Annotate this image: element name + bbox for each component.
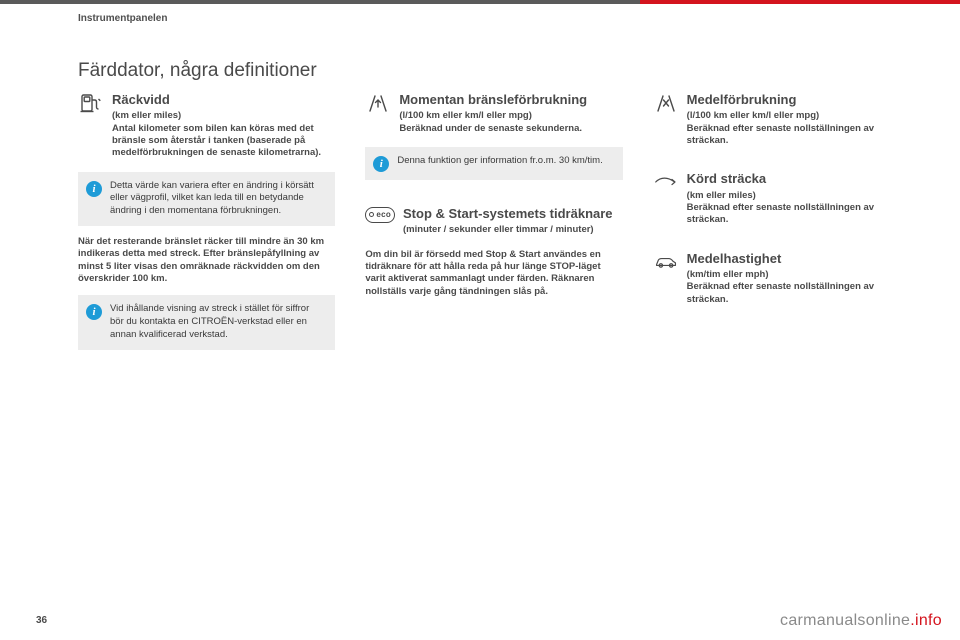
road-arrow-icon: [365, 92, 391, 135]
stopstart-desc: Om din bil är försedd med Stop & Start a…: [365, 249, 622, 298]
road-cross-icon: [653, 92, 679, 147]
instant-unit: (l/100 km eller km/l eller mpg): [399, 110, 622, 122]
eco-icon: eco: [365, 206, 395, 237]
info-text-2: Vid ihållande visning av streck i ställe…: [110, 303, 325, 341]
avgcons-desc: Beräknad efter senaste nollställningen a…: [687, 123, 910, 148]
stopstart-unit: (minuter / sekunder eller timmar / minut…: [403, 224, 623, 236]
entry-avg-consumption: Medelförbrukning (l/100 km eller km/l el…: [653, 92, 910, 147]
page-content: Färddator, några definitioner Räckvidd (…: [78, 60, 910, 600]
entry-distance: Körd sträcka (km eller miles) Beräknad e…: [653, 171, 910, 226]
avgspeed-unit: (km/tim eller mph): [687, 269, 910, 281]
column-1: Räckvidd (km eller miles) Antal kilomete…: [78, 92, 335, 360]
top-bar-accent: [640, 0, 960, 4]
avgspeed-desc: Beräknad efter senaste nollställningen a…: [687, 281, 910, 306]
fuel-pump-icon: [78, 92, 104, 160]
column-3: Medelförbrukning (l/100 km eller km/l el…: [653, 92, 910, 360]
range-note: När det resterande bränslet räcker till …: [78, 236, 335, 285]
chapter-label: Instrumentpanelen: [78, 13, 167, 24]
info-text-3: Denna funktion ger information fr.o.m. 3…: [397, 155, 602, 172]
distance-heading: Körd sträcka: [687, 171, 910, 187]
page-number: 36: [36, 615, 47, 626]
entry-instant-consumption: Momentan bränsleförbrukning (l/100 km el…: [365, 92, 622, 135]
info-box-2: i Vid ihållande visning av streck i stäl…: [78, 295, 335, 349]
info-box-1: i Detta värde kan variera efter en ändri…: [78, 172, 335, 226]
instant-heading: Momentan bränsleförbrukning: [399, 92, 622, 108]
range-unit: (km eller miles): [112, 110, 335, 122]
range-desc: Antal kilometer som bilen kan köras med …: [112, 123, 335, 160]
distance-unit: (km eller miles): [687, 190, 910, 202]
avgcons-unit: (l/100 km eller km/l eller mpg): [687, 110, 910, 122]
entry-stop-start: eco Stop & Start-systemets tidräknare (m…: [365, 206, 622, 237]
entry-avg-speed: Medelhastighet (km/tim eller mph) Beräkn…: [653, 251, 910, 306]
distance-desc: Beräknad efter senaste nollställningen a…: [687, 202, 910, 227]
avgcons-heading: Medelförbrukning: [687, 92, 910, 108]
site-right: .info: [910, 612, 942, 629]
site-left: carmanualsonline: [780, 612, 910, 629]
top-bar-gray: [0, 0, 640, 4]
range-heading: Räckvidd: [112, 92, 335, 108]
entry-range: Räckvidd (km eller miles) Antal kilomete…: [78, 92, 335, 160]
stopstart-heading: Stop & Start-systemets tidräknare: [403, 206, 623, 222]
car-icon: [653, 251, 679, 306]
info-icon: i: [86, 181, 102, 197]
column-2: Momentan bränsleförbrukning (l/100 km el…: [365, 92, 622, 360]
info-icon: i: [373, 156, 389, 172]
avgspeed-heading: Medelhastighet: [687, 251, 910, 267]
distance-arrow-icon: [653, 171, 679, 226]
info-text-1: Detta värde kan variera efter en ändring…: [110, 180, 325, 218]
info-icon: i: [86, 304, 102, 320]
columns: Räckvidd (km eller miles) Antal kilomete…: [78, 92, 910, 360]
site-watermark: carmanualsonline.info: [780, 612, 942, 630]
page-title: Färddator, några definitioner: [78, 60, 910, 82]
info-box-3: i Denna funktion ger information fr.o.m.…: [365, 147, 622, 180]
instant-desc: Beräknad under de senaste sekunderna.: [399, 123, 622, 135]
